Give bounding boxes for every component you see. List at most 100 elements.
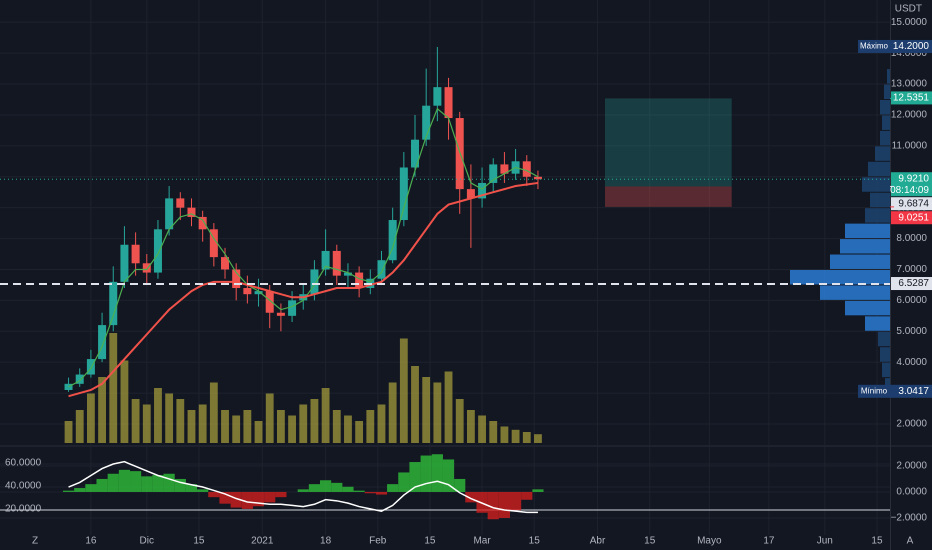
y-tick-label: 6.0000: [896, 295, 927, 306]
volume-profile-bar: [887, 69, 890, 84]
candle-body: [411, 139, 420, 168]
candle-body: [343, 272, 352, 276]
volume-bar: [265, 393, 274, 443]
candle-body: [388, 220, 397, 261]
osc-line: [68, 460, 538, 514]
x-tick-label: 16: [85, 536, 97, 547]
osc-area: [375, 491, 388, 495]
moving-average: [68, 107, 539, 388]
volume-bar: [399, 338, 408, 443]
volume-bar: [344, 415, 352, 443]
candle-body: [500, 164, 509, 174]
candle-body: [276, 312, 285, 316]
volume-bar: [321, 388, 330, 443]
y-tick-label: 12.0000: [891, 110, 928, 121]
candle-body: [466, 189, 475, 199]
y-tick-label: 11.0000: [892, 141, 928, 152]
candle-body: [165, 198, 174, 230]
volume-bar: [288, 415, 296, 443]
price-label: 9.0251: [898, 212, 929, 223]
candle-body: [321, 250, 330, 270]
price-label-box: [891, 39, 932, 53]
volume-bar: [142, 404, 151, 443]
volume-profile-bar: [875, 146, 890, 161]
volume-profile-bar: [880, 130, 890, 146]
candle-body: [221, 257, 230, 270]
price-label-box: [891, 91, 932, 105]
price-label-box: [891, 172, 932, 197]
footer-left: Z: [32, 536, 38, 547]
osc-area: [431, 454, 443, 492]
price-label-name-box: [858, 384, 891, 398]
x-tick-label: Feb: [369, 536, 387, 547]
osc-area: [532, 489, 544, 492]
volume-bar: [500, 426, 509, 443]
osc-area: [185, 484, 198, 492]
osc-area: [320, 480, 332, 492]
osc-area: [353, 490, 365, 492]
candle-body: [176, 198, 185, 208]
candle-body: [75, 374, 84, 384]
osc-y2-tick-label: 40.0000: [5, 481, 42, 492]
volume-bar: [489, 421, 498, 443]
footer-right: A: [907, 536, 914, 547]
price-label: 9.6874: [898, 198, 929, 209]
osc-area: [107, 473, 119, 492]
candle-body: [377, 260, 386, 279]
volume-bar: [444, 371, 453, 443]
x-tick-label: 15: [871, 536, 883, 547]
volume-profile-bar: [865, 208, 890, 223]
osc-area: [521, 491, 533, 500]
volume-bar: [120, 360, 129, 443]
y-tick-label: 13.0000: [891, 79, 928, 90]
volume-profile-bar: [884, 84, 890, 100]
price-label-box: [891, 197, 932, 211]
currency: USDT: [895, 4, 922, 15]
volume-bar: [176, 399, 185, 443]
x-tick-label: Dic: [140, 536, 154, 547]
candle-body: [198, 216, 207, 230]
osc-area: [387, 484, 399, 492]
volume-bar: [154, 388, 162, 443]
volume-bar: [411, 366, 419, 443]
volume-profile-bar: [878, 331, 890, 347]
osc-area: [96, 478, 108, 492]
volume-profile-bar: [845, 300, 890, 316]
volume-bar: [243, 410, 252, 443]
candle-body: [109, 281, 118, 326]
x-tick-label: 15: [529, 536, 541, 547]
osc-area: [197, 489, 209, 492]
x-tick-label: 2021: [251, 536, 274, 547]
volume-bar: [478, 415, 486, 443]
volume-profile-bar: [845, 223, 890, 239]
osc-area: [219, 491, 231, 504]
x-tick-label: 15: [644, 536, 656, 547]
y-tick-label: 5.0000: [896, 326, 927, 337]
osc-area: [487, 491, 499, 520]
volume-profile-bar: [882, 362, 890, 378]
candle-body: [209, 229, 218, 258]
price-label-name: Mínimo: [861, 386, 888, 395]
candle-body: [142, 263, 151, 273]
x-tick-label: 18: [320, 536, 332, 547]
candle-body: [288, 300, 297, 316]
osc-area: [264, 491, 276, 503]
candle-body: [86, 359, 95, 375]
price-label-box: [891, 211, 932, 225]
volume-bar: [310, 399, 319, 443]
price-label: 6.5287: [898, 278, 929, 289]
candle-body: [232, 269, 241, 289]
y-tick-label: 2.0000: [896, 419, 927, 430]
y-tick-label: 14.0000: [891, 48, 928, 59]
volume-bar: [75, 410, 84, 443]
candle-body: [355, 272, 364, 289]
candle-body: [187, 207, 196, 217]
candle-body: [478, 182, 487, 199]
volume-bar: [299, 404, 308, 443]
volume-bar: [98, 377, 106, 443]
candle-body: [310, 269, 319, 295]
x-tick-label: Jun: [817, 536, 833, 547]
volume-bar: [511, 429, 520, 443]
